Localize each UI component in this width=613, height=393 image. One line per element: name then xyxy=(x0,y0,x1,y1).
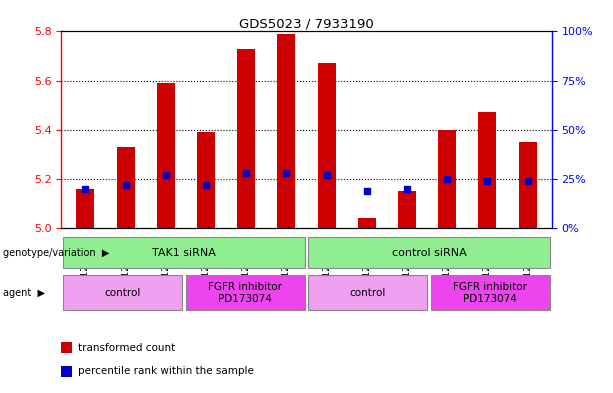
Text: control: control xyxy=(104,288,141,298)
Text: FGFR inhibitor
PD173074: FGFR inhibitor PD173074 xyxy=(208,282,282,303)
Text: TAK1 siRNA: TAK1 siRNA xyxy=(152,248,216,257)
Bar xyxy=(398,191,416,228)
Bar xyxy=(308,237,550,268)
Bar xyxy=(63,275,182,310)
Bar xyxy=(358,218,376,228)
Bar xyxy=(77,189,94,228)
Bar xyxy=(519,142,536,228)
Text: genotype/variation  ▶: genotype/variation ▶ xyxy=(3,248,110,257)
Title: GDS5023 / 7933190: GDS5023 / 7933190 xyxy=(239,17,374,30)
Bar xyxy=(277,34,295,228)
Bar xyxy=(63,237,305,268)
Text: control siRNA: control siRNA xyxy=(392,248,466,257)
Bar xyxy=(438,130,456,228)
Text: transformed count: transformed count xyxy=(78,343,176,353)
Bar xyxy=(186,275,305,310)
Bar xyxy=(308,275,427,310)
Bar xyxy=(431,275,550,310)
Text: control: control xyxy=(349,288,386,298)
Bar xyxy=(197,132,215,228)
Text: FGFR inhibitor
PD173074: FGFR inhibitor PD173074 xyxy=(454,282,527,303)
Bar xyxy=(157,83,175,228)
Bar xyxy=(116,147,135,228)
Bar xyxy=(237,49,255,228)
Bar xyxy=(478,112,497,228)
Text: agent  ▶: agent ▶ xyxy=(3,288,45,298)
Bar xyxy=(318,63,336,228)
Text: percentile rank within the sample: percentile rank within the sample xyxy=(78,366,254,376)
